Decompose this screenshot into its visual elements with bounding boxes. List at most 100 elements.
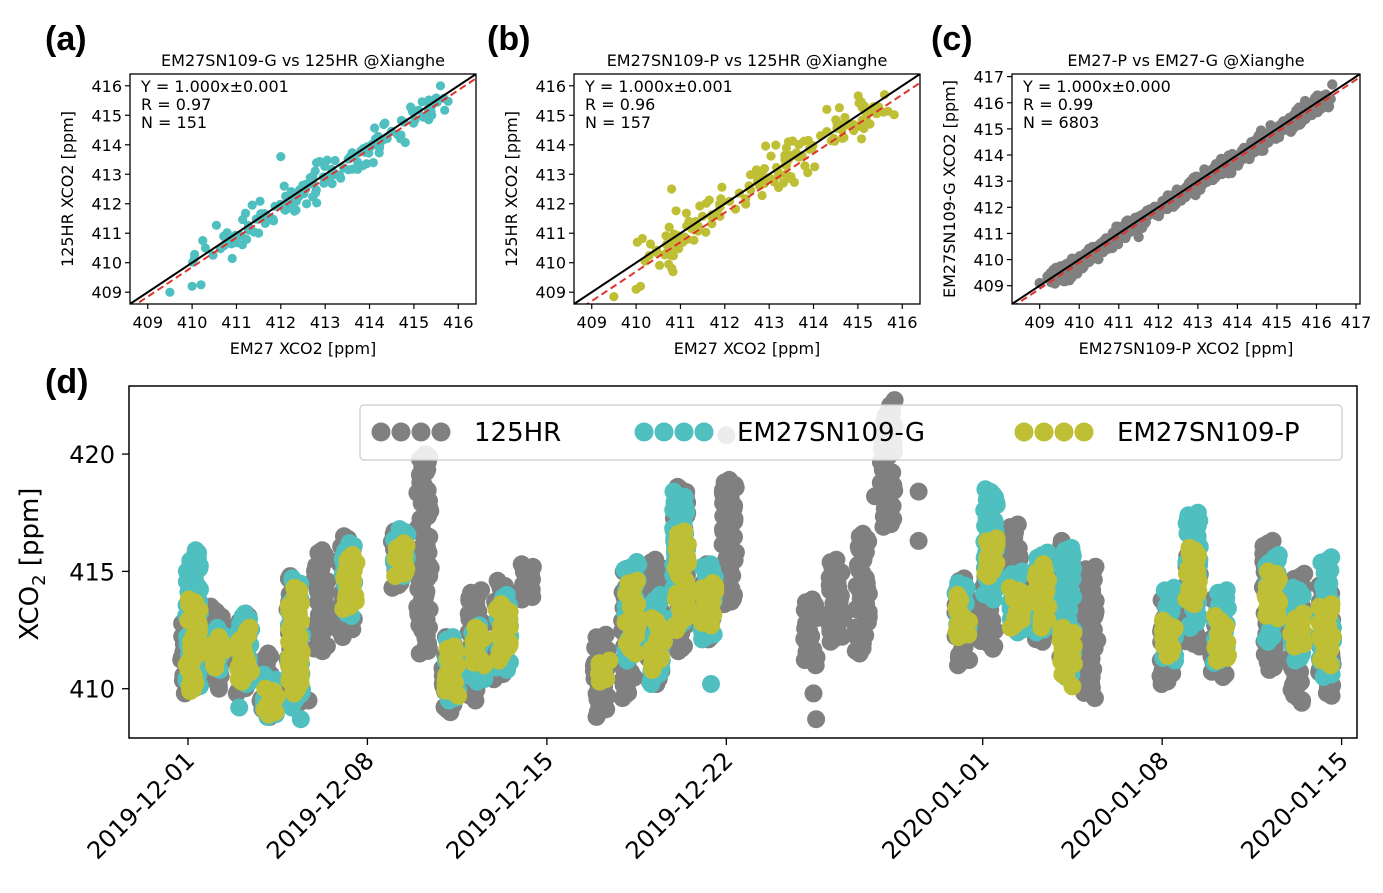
data-point [179,590,198,609]
axes-frame [128,385,1358,739]
data-point [512,555,531,574]
data-point [200,243,210,253]
x-tick-label: 415 [843,313,874,332]
data-point [276,152,286,162]
legend-marker [431,422,451,442]
data-point [1294,604,1313,623]
data-point [417,97,427,107]
y-tick-label: 410 [535,254,566,273]
x-tick-label: 414 [798,313,829,332]
plot-area [172,391,1343,729]
data-point [668,267,678,277]
data-point [741,199,751,209]
data-point [209,628,228,647]
data-point [703,574,722,593]
legend-entry: EM27SN109-P [1014,418,1300,448]
data-point [289,206,300,216]
stats-text: R = 0.97 [141,95,211,114]
data-point [596,625,615,644]
x-tick-label: 417 [1341,313,1372,332]
y-tick-label: 409 [535,283,566,302]
y-axis-label: 125HR XCO2 [ppm] [58,111,77,267]
x-tick-label: 413 [310,313,341,332]
data-point [716,194,726,204]
data-point [627,571,646,590]
panel-label: (d) [45,363,88,401]
one-to-one-line [574,74,920,304]
data-point [435,81,446,91]
data-point [660,250,670,260]
data-point [1180,538,1199,557]
data-point [1217,581,1236,600]
data-point [642,609,661,628]
data-point [269,216,279,226]
data-point [1153,611,1172,630]
y-tick-label: 410 [91,254,122,273]
x-tick-label: 414 [354,313,385,332]
data-point [1269,546,1288,564]
data-point [664,482,683,501]
legend-marker [694,422,714,442]
data-point [1206,607,1224,625]
data-point [883,106,893,116]
data-point [866,487,884,506]
data-point [1165,578,1183,597]
data-point [664,222,674,232]
data-point [165,287,175,297]
data-point [803,168,813,178]
y-tick-label: 415 [535,106,566,125]
x-tick-label: 409 [576,313,607,332]
data-point [289,192,300,202]
data-point [291,710,310,729]
data-point [254,228,264,238]
data-point [187,281,197,291]
legend-entry: 125HR [371,418,561,448]
x-tick-label: 414 [1222,313,1253,332]
axes-frame [129,73,477,305]
legend-marker [674,422,694,442]
data-point [1212,160,1223,171]
data-point [834,103,845,113]
plot-area [574,74,920,304]
legend-label: EM27SN109-P [1117,418,1300,448]
data-point [684,216,694,226]
legend-marker [371,422,391,442]
y-tick-label: 416 [973,94,1004,113]
chart-title: EM27SN109-G vs 125HR @Xianghe [161,51,445,70]
data-point [674,244,684,254]
data-point [308,171,318,181]
data-point [707,210,717,220]
data-point [609,292,619,302]
legend-marker [1034,422,1054,442]
data-point [1053,618,1072,637]
data-point [782,173,793,183]
data-point [394,534,413,553]
panel-b: (b) EM27SN109-P vs 125HR @Xianghe 409 410 41… [487,20,921,358]
legend-marker [654,422,674,442]
y-tick-label: 420 [69,441,115,469]
legend-frame [359,404,1343,461]
data-point [1034,277,1045,289]
x-tick-label: 410 [177,313,208,332]
data-point [240,208,251,218]
data-point [1322,548,1341,567]
fit-line [585,82,920,304]
data-point [492,595,510,614]
x-tick-label: 411 [221,313,252,332]
y-axis-label-main: XCO [15,586,45,641]
panel-c: (c) EM27-P vs EM27-G @Xianghe 409 410 411 412… [931,20,1371,358]
data-point [807,710,826,729]
data-point [279,181,289,191]
axes-frame [573,73,921,305]
fit-line [134,77,476,304]
x-tick-label: 416 [1301,313,1332,332]
y-tick-label: 413 [535,165,566,184]
data-point [668,251,679,261]
legend-marker [411,422,431,442]
stats-text: Y = 1.000x±0.001 [140,77,289,96]
data-point [1188,503,1207,522]
data-point [637,233,648,244]
stats-text: Y = 1.000x±0.001 [584,77,733,96]
data-point [1293,102,1305,113]
